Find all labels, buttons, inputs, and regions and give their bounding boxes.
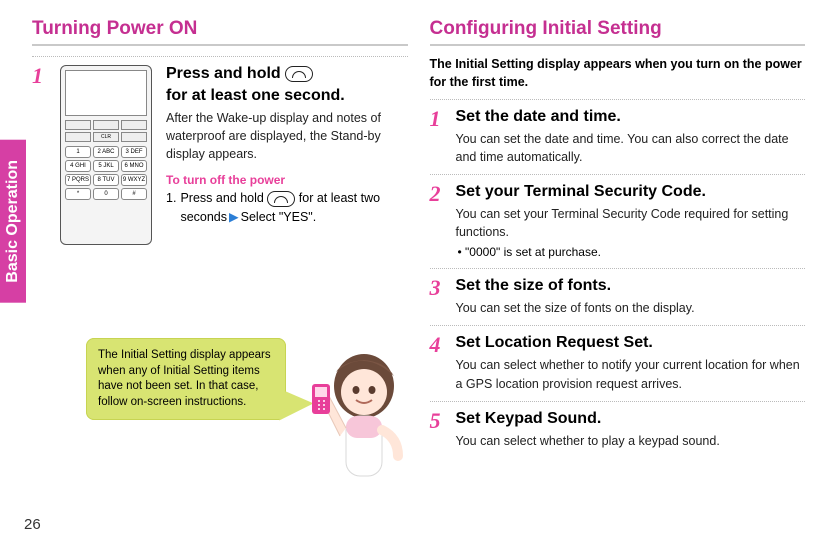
- phone-softkey: [65, 132, 91, 142]
- phone-screen: [65, 70, 147, 116]
- phone-key: 3 DEF: [121, 146, 147, 158]
- step: 5 Set Keypad Sound. You can select whether…: [430, 410, 806, 450]
- phone-key: 4 GHI: [65, 160, 91, 172]
- phone-illustration: CLR 12 ABC3 DEF 4 GHI5 JKL6 MNO 7 PQRS8 TU…: [60, 65, 152, 245]
- step-heading: Set Location Request Set.: [456, 334, 806, 352]
- step-number: 5: [430, 410, 444, 450]
- step-description: After the Wake-up display and notes of w…: [166, 109, 408, 163]
- phone-key: 5 JKL: [93, 160, 119, 172]
- sub-step-num: 1.: [166, 189, 176, 207]
- phone-keypad: 12 ABC3 DEF 4 GHI5 JKL6 MNO 7 PQRS8 TUV9 W…: [65, 146, 147, 200]
- phone-softkey: CLR: [93, 132, 119, 142]
- power-key-icon: [267, 191, 295, 207]
- phone-key: #: [121, 188, 147, 200]
- left-title: Turning Power ON: [32, 18, 408, 46]
- right-intro: The Initial Setting display appears when…: [430, 56, 806, 91]
- step-bullet: • "0000" is set at purchase.: [456, 244, 806, 261]
- phone-softkey: [121, 132, 147, 142]
- step: 3 Set the size of fonts. You can set the s…: [430, 277, 806, 317]
- step-body: Set the size of fonts. You can set the si…: [456, 277, 806, 317]
- step-head-text: Press and hold: [166, 65, 281, 83]
- step-body: Set your Terminal Security Code. You can …: [456, 183, 806, 260]
- arrow-icon: ▶: [229, 208, 239, 226]
- step: 2 Set your Terminal Security Code. You can…: [430, 183, 806, 260]
- sub-step-text: Press and hold: [180, 191, 263, 205]
- phone-softkey: [65, 120, 91, 130]
- dotted-rule: [430, 401, 806, 402]
- step-body: Set Location Request Set. You can select …: [456, 334, 806, 392]
- phone-softkey: [93, 120, 119, 130]
- step-number: 1: [32, 65, 46, 245]
- step: 1 Set the date and time. You can set the d…: [430, 108, 806, 166]
- step-head-text: for at least one second.: [166, 87, 345, 105]
- sub-heading: To turn off the power: [166, 173, 408, 187]
- step-heading: Press and hold for at least one second.: [166, 65, 408, 105]
- callout-area: The Initial Setting display appears when…: [86, 338, 426, 508]
- step-heading: Set Keypad Sound.: [456, 410, 806, 428]
- dotted-rule: [430, 268, 806, 269]
- step-description: You can set your Terminal Security Code …: [456, 205, 806, 241]
- phone-key: 2 ABC: [93, 146, 119, 158]
- power-key-icon: [285, 66, 313, 82]
- step-1-row: 1 CLR 12 ABC3 DEF4 GHI5 JKL6 MNO7 PQRS8 …: [32, 65, 408, 245]
- callout-box: The Initial Setting display appears when…: [86, 338, 286, 420]
- page-number: 26: [24, 516, 41, 533]
- step-heading: Set the date and time.: [456, 108, 806, 126]
- phone-key: 0: [93, 188, 119, 200]
- phone-key: *: [65, 188, 91, 200]
- phone-key: 8 TUV: [93, 174, 119, 186]
- left-column: Turning Power ON 1 CLR 12: [32, 18, 408, 529]
- right-column: Configuring Initial Setting The Initial …: [430, 18, 806, 529]
- dotted-rule: [32, 56, 408, 57]
- manual-page: Basic Operation Turning Power ON 1 CLR: [0, 0, 827, 543]
- right-steps-list: 1 Set the date and time. You can set the d…: [430, 108, 806, 450]
- phone-key: 1: [65, 146, 91, 158]
- step-body: Press and hold for at least one second. …: [166, 65, 408, 245]
- step-body: Set Keypad Sound. You can select whether …: [456, 410, 806, 450]
- step-number: 3: [430, 277, 444, 317]
- step-heading: Set your Terminal Security Code.: [456, 183, 806, 201]
- step-description: You can set the size of fonts on the dis…: [456, 299, 806, 317]
- right-title: Configuring Initial Setting: [430, 18, 806, 46]
- phone-key: 6 MNO: [121, 160, 147, 172]
- dotted-rule: [430, 325, 806, 326]
- step-number: 2: [430, 183, 444, 260]
- step-heading: Set the size of fonts.: [456, 277, 806, 295]
- columns: Turning Power ON 1 CLR 1 2: [32, 18, 805, 529]
- side-tab: Basic Operation: [0, 140, 26, 303]
- step-description: You can select whether to notify your cu…: [456, 356, 806, 392]
- sub-step-text: Select "YES".: [241, 210, 317, 224]
- character-illustration: [286, 338, 426, 508]
- sub-step: 1. Press and hold for at least two secon…: [166, 189, 408, 225]
- phone-softkey: [121, 120, 147, 130]
- step-description: You can set the date and time. You can a…: [456, 130, 806, 166]
- dotted-rule: [430, 174, 806, 175]
- step: 4 Set Location Request Set. You can select…: [430, 334, 806, 392]
- step-number: 1: [430, 108, 444, 166]
- phone-key: 9 WXYZ: [121, 174, 147, 186]
- step-description: You can select whether to play a keypad …: [456, 432, 806, 450]
- dotted-rule: [430, 99, 806, 100]
- step-body: Set the date and time. You can set the da…: [456, 108, 806, 166]
- step-number: 4: [430, 334, 444, 392]
- phone-key: 7 PQRS: [65, 174, 91, 186]
